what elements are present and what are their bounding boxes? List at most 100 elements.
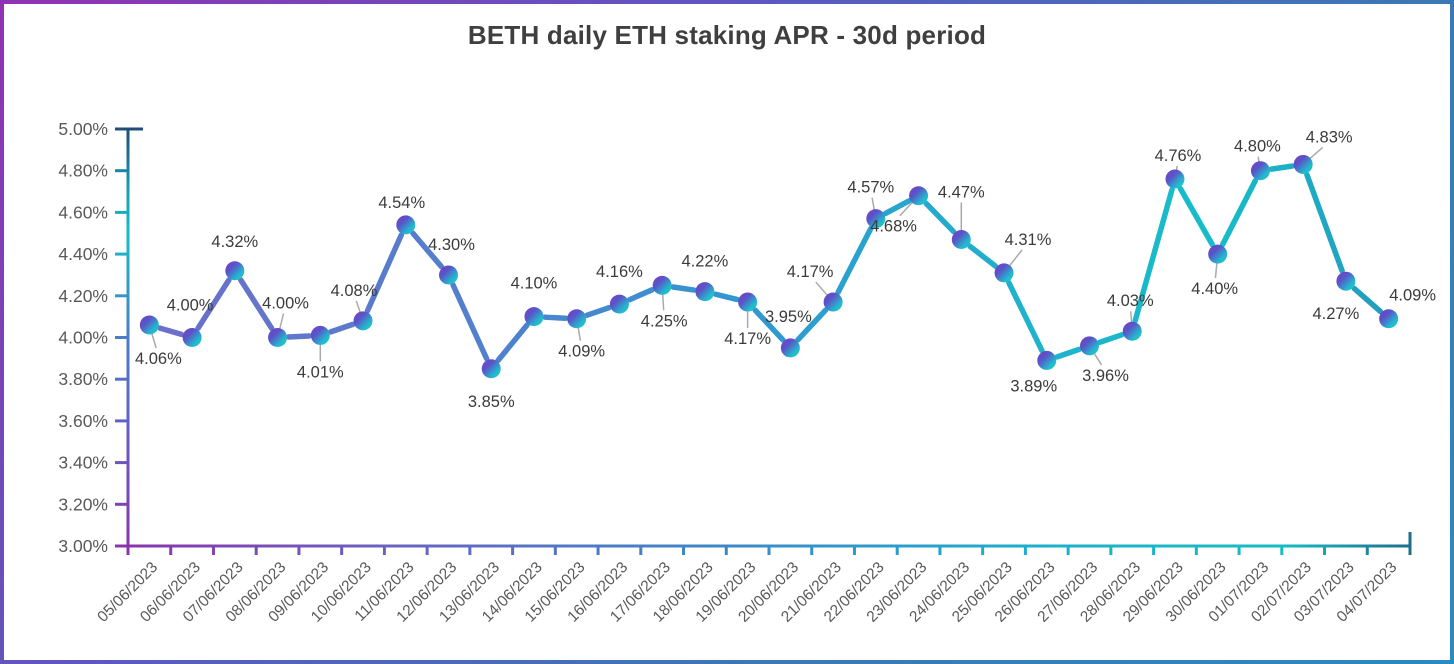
data-point-marker [866, 209, 886, 229]
data-point-marker [139, 315, 159, 335]
data-point-marker [738, 292, 758, 312]
data-point-marker [268, 328, 288, 347]
data-point-label: 4.00% [167, 297, 214, 315]
data-point-label: 4.16% [596, 263, 643, 281]
data-point-marker [1208, 244, 1228, 264]
data-point-marker [695, 282, 715, 302]
chart-title: BETH daily ETH staking APR - 30d period [467, 20, 987, 50]
data-point-marker [609, 294, 629, 314]
y-axis-tick-label: 5.00% [58, 119, 108, 139]
line-segment [495, 322, 530, 364]
data-point-marker [1379, 309, 1399, 329]
data-point-marker [994, 263, 1014, 283]
line-segment [1351, 285, 1384, 315]
data-point-marker [524, 307, 544, 327]
data-point-label: 4.10% [511, 275, 558, 293]
data-point-marker [396, 215, 416, 235]
line-segment [1219, 177, 1259, 248]
line-segment [795, 307, 829, 343]
line-segment [1097, 332, 1125, 346]
apr-line-chart: 5.00% 4.80% 4.60% 4.40% 4.20% 4.00% 3.80% 3.60%… [58, 119, 1436, 626]
y-axis-tick-label: 4.40% [58, 244, 108, 264]
y-axis-tick-label: 3.60% [58, 411, 108, 431]
line-segment [923, 200, 957, 235]
line-segment [542, 314, 569, 321]
line-segment [967, 243, 999, 269]
line-segment [238, 277, 275, 331]
line-segment [1132, 186, 1175, 324]
line-segment [835, 225, 874, 296]
data-point-label: 4.06% [135, 350, 182, 368]
y-axis-tick-label: 3.20% [58, 494, 108, 514]
data-point-marker [1293, 154, 1313, 174]
data-point-marker [1165, 169, 1185, 189]
data-point-marker [225, 261, 245, 281]
line-segment [670, 284, 697, 293]
line-segment [1268, 163, 1296, 172]
data-point-label: 4.25% [641, 312, 688, 330]
data-point-label: 3.89% [1010, 377, 1057, 395]
data-point-marker [780, 338, 800, 358]
data-point-label: 4.40% [1191, 280, 1238, 298]
y-axis-tick-label: 4.60% [58, 202, 108, 222]
y-axis-tick-label: 4.00% [58, 328, 108, 348]
line-segment [410, 230, 445, 270]
data-point-label: 4.27% [1313, 305, 1360, 323]
data-point-label: 4.54% [378, 194, 425, 212]
data-point-label: 4.57% [847, 179, 894, 197]
data-point-label: 4.01% [297, 363, 344, 381]
y-axis-tick-label: 4.80% [58, 161, 108, 181]
line-segment [285, 333, 313, 340]
y-axis-tick-label: 3.40% [58, 453, 108, 473]
data-point-label: 4.09% [1389, 287, 1436, 305]
line-segment [1304, 172, 1345, 274]
data-point-marker [182, 328, 202, 347]
data-point-label: 4.17% [724, 330, 771, 348]
data-point-marker [1037, 350, 1057, 370]
data-point-marker [909, 186, 929, 206]
data-point-label: 3.85% [468, 393, 515, 411]
line-segment [327, 321, 356, 335]
data-point-label: 4.80% [1234, 138, 1281, 156]
y-axis-tick-label: 3.80% [58, 369, 108, 389]
data-point-label: 4.03% [1107, 292, 1154, 310]
data-point-label: 3.95% [765, 308, 812, 326]
data-point-marker [353, 311, 373, 331]
line-segment [752, 307, 786, 343]
line-segment [195, 277, 232, 331]
line-segment [626, 287, 655, 303]
data-point-label: 4.68% [870, 218, 917, 236]
data-point-label: 3.96% [1082, 367, 1129, 385]
data-point-marker [823, 292, 843, 312]
data-point-label: 4.08% [331, 282, 378, 300]
data-point-marker [481, 359, 501, 379]
data-point-label: 4.47% [938, 184, 985, 202]
line-segment [712, 291, 740, 303]
data-point-label: 4.22% [682, 253, 729, 271]
line-segment [584, 304, 612, 318]
data-point-label: 4.00% [262, 295, 309, 313]
data-point-marker [567, 309, 587, 329]
data-point-marker [1250, 161, 1270, 181]
data-point-label: 4.30% [428, 236, 475, 254]
data-point-label: 4.09% [558, 343, 605, 361]
y-axis-tick-label: 3.00% [58, 536, 108, 556]
data-point-label: 4.17% [787, 263, 834, 281]
data-point-label: 4.83% [1306, 128, 1353, 146]
data-point-marker [652, 275, 672, 295]
line-segment [1054, 346, 1082, 360]
line-segment [364, 232, 405, 314]
line-segment [882, 198, 912, 217]
line-segment [157, 325, 185, 338]
data-point-label: 4.32% [211, 233, 258, 251]
y-axis-tick-label: 4.20% [58, 286, 108, 306]
data-point-marker [1080, 336, 1099, 356]
data-point-label: 4.76% [1155, 147, 1202, 165]
data-point-marker [1336, 271, 1356, 291]
data-point-marker [951, 230, 971, 250]
line-segment [1006, 280, 1045, 354]
data-point-marker [439, 265, 458, 285]
line-segment [450, 282, 490, 362]
data-point-marker [310, 325, 330, 345]
